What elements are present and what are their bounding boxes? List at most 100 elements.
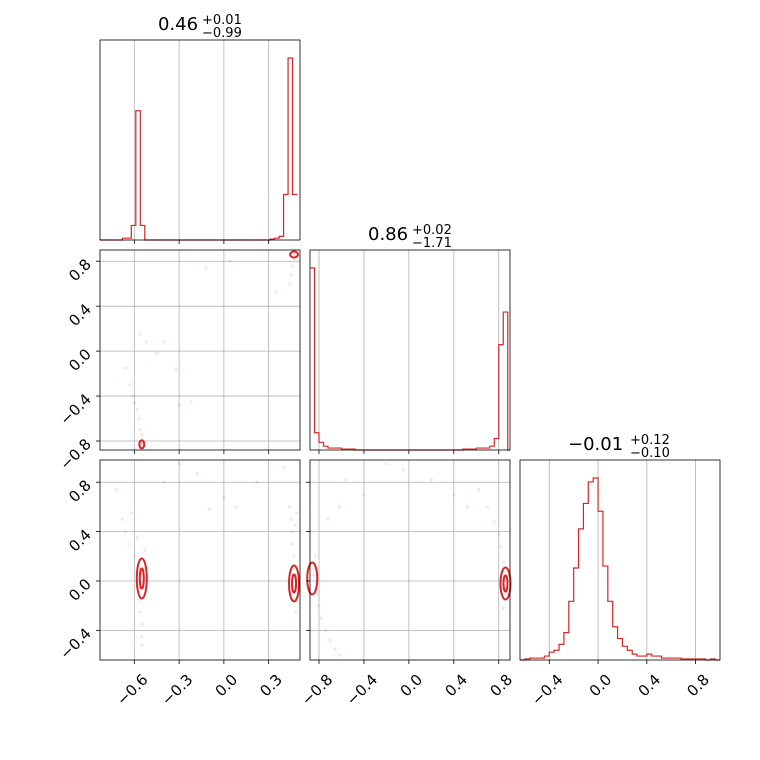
sample-point <box>337 653 341 657</box>
density-contour <box>502 574 509 593</box>
y-tick-label: −0.8 <box>56 435 94 473</box>
sample-point <box>177 462 181 466</box>
sample-point <box>138 610 142 614</box>
panel-scatter-3-2 <box>309 459 511 661</box>
sample-point <box>144 340 148 344</box>
sample-point <box>315 591 319 595</box>
sample-point <box>485 505 490 509</box>
sample-point <box>401 468 405 472</box>
sample-point <box>324 628 328 632</box>
sample-point <box>314 554 318 558</box>
y-tick-label: 0.8 <box>65 476 95 506</box>
sample-point <box>129 511 133 515</box>
title-param-3: −0.01 <box>568 434 623 455</box>
sample-point <box>126 542 130 546</box>
density-contour <box>499 566 512 601</box>
x-tick-label: −0.4 <box>528 671 566 709</box>
histogram-param-2 <box>310 267 510 451</box>
title-param-3-plus: +0.12 <box>630 433 670 448</box>
y-tick-label: 0.4 <box>65 526 95 556</box>
sample-point <box>174 367 178 371</box>
title-param-1-plus: +0.01 <box>202 13 242 28</box>
sample-point <box>222 495 226 499</box>
title-param-2: 0.86 <box>368 224 408 245</box>
sample-point <box>234 505 238 509</box>
sample-point <box>140 643 144 647</box>
y-tick-label: 0.4 <box>65 300 95 330</box>
x-tick-label: 0.8 <box>683 671 713 701</box>
sample-point <box>499 544 503 549</box>
sample-point <box>140 622 144 626</box>
sample-point <box>140 432 144 436</box>
sample-point <box>162 340 166 344</box>
x-tick-label: −0.4 <box>343 671 381 709</box>
sample-point <box>292 567 296 571</box>
sample-point <box>289 517 293 521</box>
sample-point <box>274 289 278 294</box>
sample-point <box>207 507 211 511</box>
sample-point <box>290 542 295 546</box>
y-tick-label: −0.4 <box>56 624 94 662</box>
panel-scatter-3-1 <box>99 459 301 661</box>
sample-point <box>337 505 341 509</box>
sample-point <box>135 536 139 540</box>
sample-point <box>292 554 296 558</box>
sample-point <box>287 505 292 509</box>
title-param-3-minus: −0.10 <box>630 446 670 461</box>
sample-point <box>132 554 136 558</box>
sample-point <box>497 532 501 536</box>
sample-point <box>162 480 166 484</box>
sample-point <box>384 462 389 466</box>
sample-point <box>317 604 321 608</box>
density-contour <box>138 439 146 450</box>
histogram-param-1 <box>100 57 298 241</box>
sample-point <box>326 517 330 521</box>
sample-point <box>293 523 298 528</box>
sample-point <box>140 442 144 446</box>
sample-point <box>319 616 323 620</box>
sample-point <box>505 591 509 595</box>
title-param-2-plus: +0.02 <box>412 223 452 238</box>
x-tick-label: 0.3 <box>256 671 286 701</box>
sample-point <box>290 264 295 268</box>
sample-point <box>293 610 298 614</box>
panel-hist-1 <box>99 39 301 241</box>
sample-point <box>492 520 496 524</box>
sample-point <box>155 351 159 355</box>
sample-point <box>195 471 199 476</box>
panel-hist-3 <box>519 459 721 661</box>
sample-point <box>140 634 144 639</box>
sample-point <box>501 560 505 565</box>
x-tick-label: −0.6 <box>113 671 151 709</box>
sample-point <box>123 530 127 534</box>
x-tick-label: 0.0 <box>586 671 616 701</box>
density-contour <box>138 567 145 590</box>
y-tick-label: 0.0 <box>65 575 95 605</box>
x-tick-label: 0.4 <box>442 671 472 701</box>
sample-point <box>476 488 481 492</box>
sample-point <box>189 400 193 404</box>
x-tick-label: 0.0 <box>212 671 242 701</box>
sample-point <box>465 505 469 509</box>
density-contour <box>288 564 301 603</box>
sample-point <box>290 530 295 534</box>
sample-point <box>204 266 208 270</box>
sample-point <box>311 573 315 577</box>
y-tick-label: 0.0 <box>65 345 95 375</box>
sample-point <box>255 480 259 484</box>
sample-point <box>501 606 505 610</box>
sample-point <box>452 492 456 497</box>
x-tick-label: −0.3 <box>158 671 196 709</box>
sample-point <box>289 273 293 277</box>
sample-point <box>177 403 181 407</box>
sample-point <box>328 638 332 642</box>
sample-point <box>114 488 119 492</box>
x-tick-label: 0.0 <box>397 671 427 701</box>
sample-point <box>429 478 433 482</box>
x-tick-label: −0.8 <box>298 671 336 709</box>
histogram-param-3 <box>520 477 720 661</box>
sample-point <box>292 252 296 257</box>
sample-point <box>120 517 124 521</box>
sample-point <box>362 492 366 497</box>
